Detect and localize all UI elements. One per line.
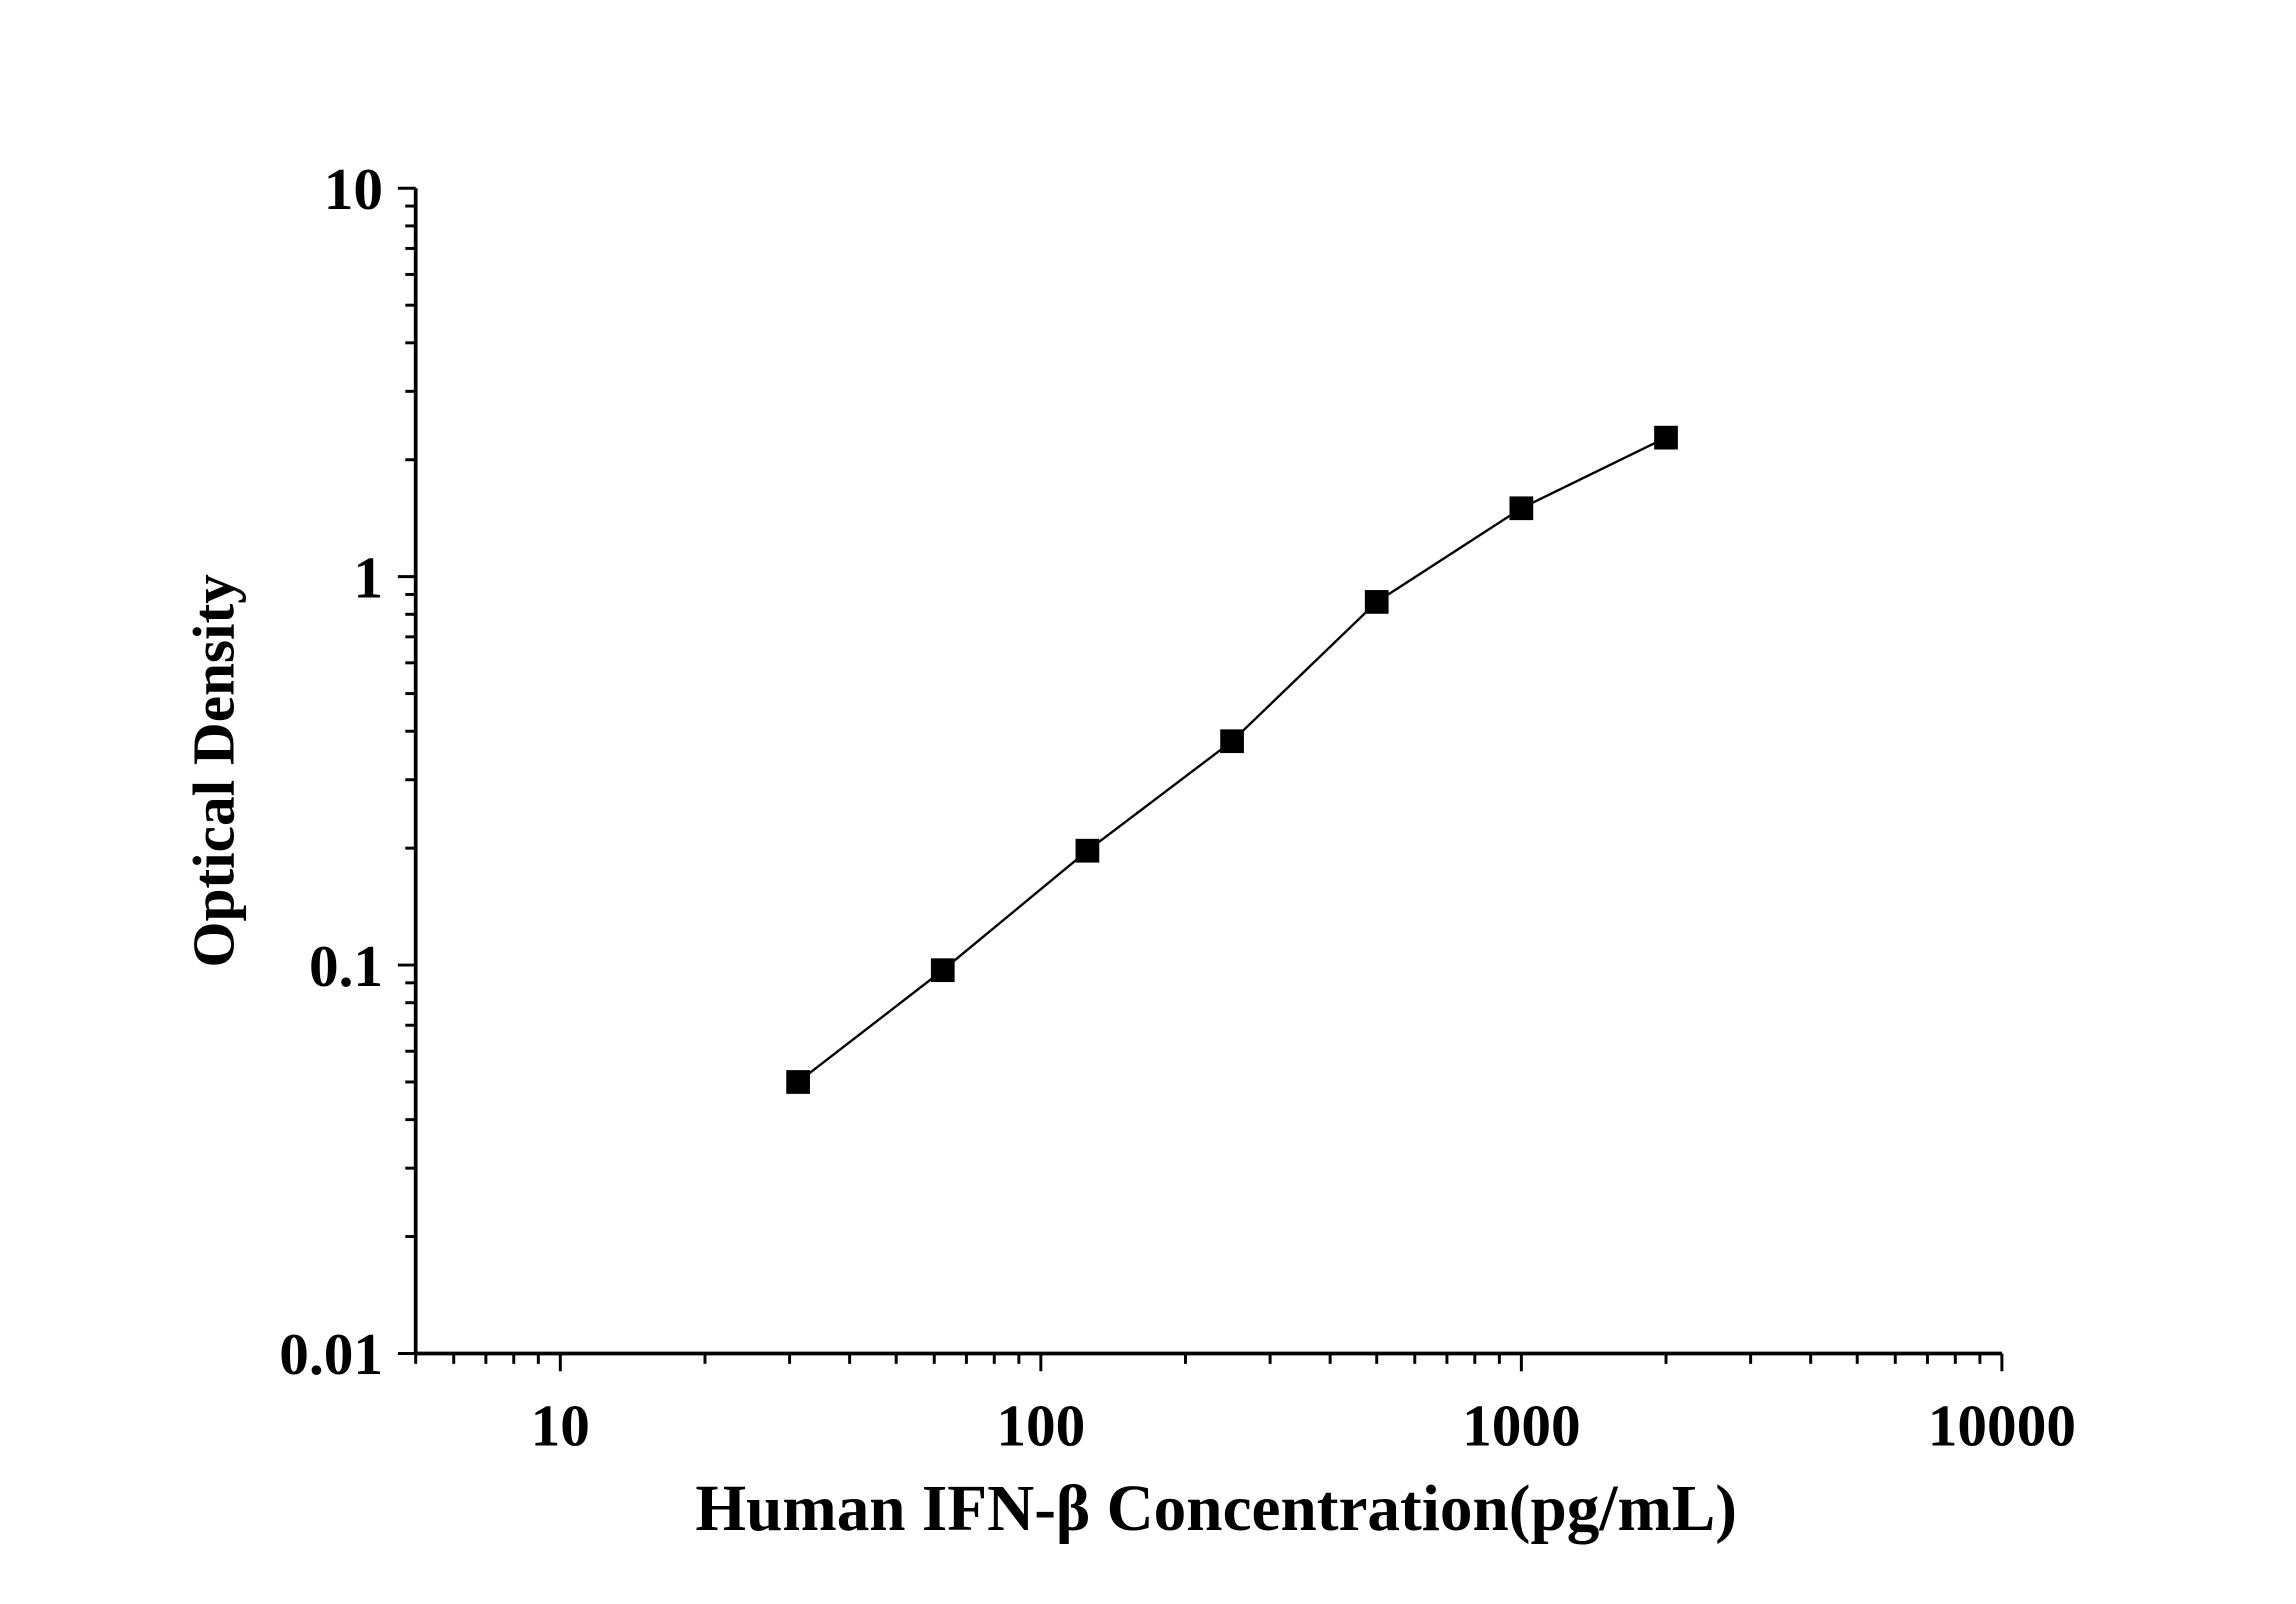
x-tick-label: 100: [996, 1392, 1085, 1458]
x-axis-label: Human IFN-β Concentration(pg/mL): [695, 1473, 1737, 1545]
y-tick-label: 0.01: [279, 1321, 383, 1387]
data-point: [930, 958, 955, 983]
data-point: [1220, 729, 1244, 754]
x-tick-label: 1000: [1462, 1392, 1581, 1458]
x-tick-label: 10: [531, 1392, 590, 1458]
series-line: [797, 436, 1667, 1083]
plot-area: [786, 425, 1678, 1094]
data-point: [1075, 838, 1100, 863]
x-tick-label: 10000: [1928, 1392, 2076, 1458]
y-tick-label: 0.1: [309, 933, 383, 999]
data-point: [1654, 425, 1678, 450]
axes: 10 100 1000 10000 0.01 0.1 1 10: [279, 156, 2076, 1458]
data-point: [786, 1070, 810, 1094]
data-point: [1509, 496, 1534, 521]
y-axis-label: Optical Density: [180, 574, 246, 968]
y-tick-label: 10: [324, 156, 383, 222]
y-tick-label: 1: [353, 544, 383, 610]
data-point: [1364, 590, 1389, 614]
